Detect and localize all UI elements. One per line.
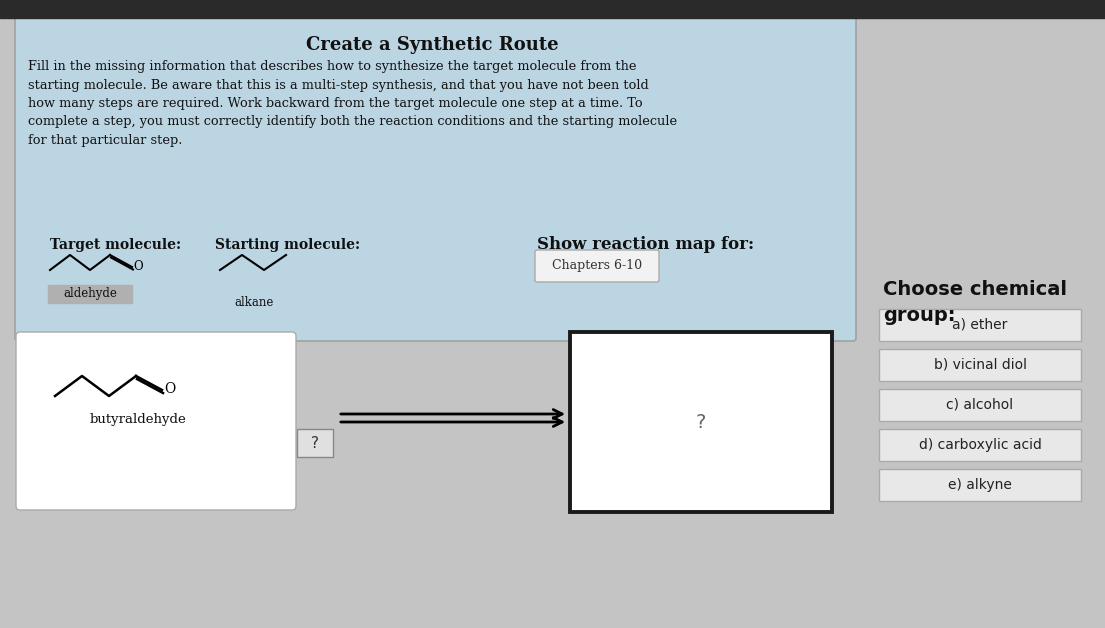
Text: group:: group: <box>883 306 956 325</box>
Text: starting molecule. Be aware that this is a multi-step synthesis, and that you ha: starting molecule. Be aware that this is… <box>28 78 649 92</box>
Text: O: O <box>133 259 143 273</box>
Text: Show reaction map for:: Show reaction map for: <box>537 236 754 253</box>
Text: butyraldehyde: butyraldehyde <box>90 413 187 426</box>
Text: Choose chemical: Choose chemical <box>883 280 1067 299</box>
FancyBboxPatch shape <box>15 15 856 341</box>
FancyBboxPatch shape <box>878 469 1081 501</box>
FancyBboxPatch shape <box>878 429 1081 461</box>
FancyBboxPatch shape <box>15 332 296 510</box>
Text: b) vicinal diol: b) vicinal diol <box>934 358 1027 372</box>
Bar <box>0 336 870 628</box>
FancyBboxPatch shape <box>570 332 832 512</box>
Text: for that particular step.: for that particular step. <box>28 134 182 147</box>
FancyBboxPatch shape <box>878 349 1081 381</box>
Text: Fill in the missing information that describes how to synthesize the target mole: Fill in the missing information that des… <box>28 60 636 73</box>
FancyBboxPatch shape <box>878 309 1081 341</box>
Text: d) carboxylic acid: d) carboxylic acid <box>918 438 1041 452</box>
Text: alkane: alkane <box>234 296 274 308</box>
Text: complete a step, you must correctly identify both the reaction conditions and th: complete a step, you must correctly iden… <box>28 116 677 129</box>
FancyBboxPatch shape <box>878 389 1081 421</box>
FancyBboxPatch shape <box>535 250 659 282</box>
Bar <box>0 0 1105 18</box>
Text: how many steps are required. Work backward from the target molecule one step at : how many steps are required. Work backwa… <box>28 97 643 110</box>
FancyBboxPatch shape <box>297 429 333 457</box>
Text: aldehyde: aldehyde <box>63 288 117 301</box>
Text: ?: ? <box>696 413 706 431</box>
Bar <box>48 285 131 303</box>
Text: c) alcohol: c) alcohol <box>947 398 1013 412</box>
Text: Starting molecule:: Starting molecule: <box>215 238 360 252</box>
Text: a) ether: a) ether <box>953 318 1008 332</box>
Text: Target molecule:: Target molecule: <box>50 238 181 252</box>
Text: ?: ? <box>311 435 319 450</box>
Text: e) alkyne: e) alkyne <box>948 478 1012 492</box>
Text: Create a Synthetic Route: Create a Synthetic Route <box>306 36 558 54</box>
Text: Chapters 6-10: Chapters 6-10 <box>551 259 642 273</box>
Text: O: O <box>164 382 176 396</box>
